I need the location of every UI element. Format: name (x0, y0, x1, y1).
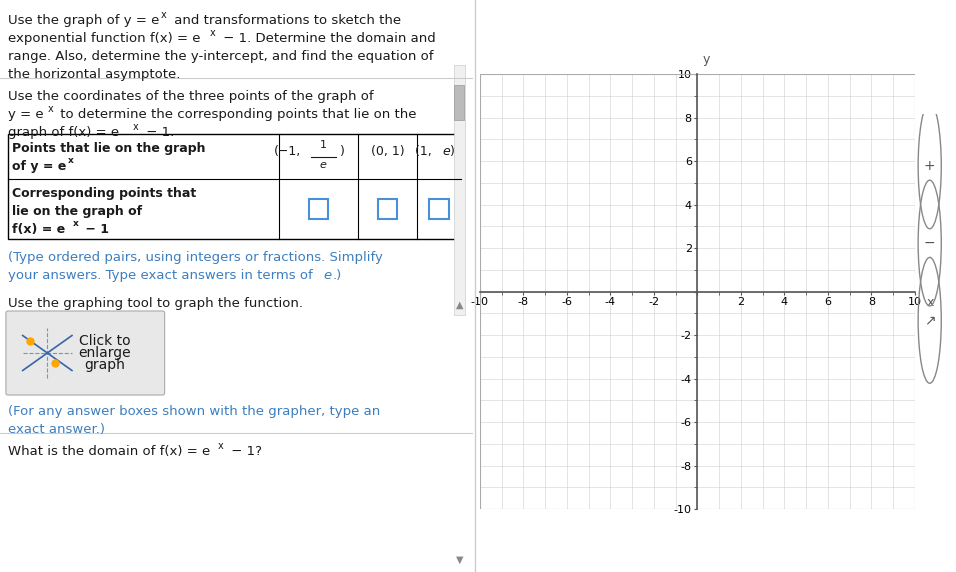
Text: graph of f(x) = e: graph of f(x) = e (8, 126, 119, 139)
Bar (429, 199, 449, 219)
Text: What is the domain of f(x) = e: What is the domain of f(x) = e (8, 445, 210, 458)
Text: e: e (323, 269, 332, 282)
Text: Use the graph of y = e: Use the graph of y = e (8, 14, 160, 27)
Text: f(x) = e: f(x) = e (11, 223, 65, 236)
Bar (378, 199, 398, 219)
Text: 1: 1 (320, 140, 327, 149)
Text: graph: graph (84, 358, 125, 372)
Text: ): ) (450, 145, 455, 158)
Bar (8, 134, 462, 239)
Text: (For any answer boxes shown with the grapher, type an: (For any answer boxes shown with the gra… (8, 405, 380, 418)
Text: ↗: ↗ (923, 313, 936, 327)
Text: ): ) (340, 145, 345, 158)
Text: ▼: ▼ (456, 555, 463, 565)
Text: x: x (73, 219, 78, 228)
Text: Click to: Click to (79, 334, 131, 348)
Text: (−1,: (−1, (273, 145, 301, 158)
Text: (0, 1): (0, 1) (371, 145, 404, 158)
Text: x: x (218, 441, 224, 451)
Text: − 1.: − 1. (141, 126, 174, 139)
Text: Use the coordinates of the three points of the graph of: Use the coordinates of the three points … (8, 90, 374, 103)
Text: ▲: ▲ (456, 300, 463, 310)
Text: − 1: − 1 (81, 223, 109, 236)
Text: − 1. Determine the domain and: − 1. Determine the domain and (219, 32, 436, 45)
Text: (1,: (1, (415, 145, 434, 158)
FancyBboxPatch shape (6, 311, 164, 395)
Text: the horizontal asymptote.: the horizontal asymptote. (8, 68, 181, 81)
Text: of y = e: of y = e (11, 160, 66, 173)
Text: e: e (443, 145, 450, 158)
Bar (454, 85, 465, 120)
Text: range. Also, determine the y-intercept, and find the equation of: range. Also, determine the y-intercept, … (8, 50, 433, 63)
Text: lie on the graph of: lie on the graph of (11, 205, 141, 218)
Text: x: x (47, 104, 54, 114)
Text: Points that lie on the graph: Points that lie on the graph (11, 142, 206, 155)
Text: x: x (926, 296, 934, 309)
Text: Use the graphing tool to graph the function.: Use the graphing tool to graph the funct… (8, 297, 303, 310)
Text: y: y (703, 53, 709, 66)
Bar (309, 199, 328, 219)
Text: enlarge: enlarge (78, 346, 131, 360)
Text: x: x (133, 122, 139, 132)
Text: .): .) (333, 269, 341, 282)
Text: to determine the corresponding points that lie on the: to determine the corresponding points th… (56, 108, 417, 121)
Bar (453, 65, 466, 315)
Text: x: x (210, 28, 216, 38)
Text: x: x (68, 156, 74, 165)
Text: and transformations to sketch the: and transformations to sketch the (169, 14, 401, 27)
Text: y = e: y = e (8, 108, 44, 121)
Text: your answers. Type exact answers in terms of: your answers. Type exact answers in term… (8, 269, 316, 282)
Text: exact answer.): exact answer.) (8, 423, 105, 436)
Text: exponential function f(x) = e: exponential function f(x) = e (8, 32, 201, 45)
Text: (Type ordered pairs, using integers or fractions. Simplify: (Type ordered pairs, using integers or f… (8, 251, 382, 264)
Text: − 1?: − 1? (227, 445, 262, 458)
Text: e: e (320, 161, 327, 170)
Text: +: + (923, 159, 936, 173)
Text: −: − (923, 236, 936, 250)
Text: x: x (161, 10, 166, 20)
Text: Corresponding points that: Corresponding points that (11, 187, 196, 200)
